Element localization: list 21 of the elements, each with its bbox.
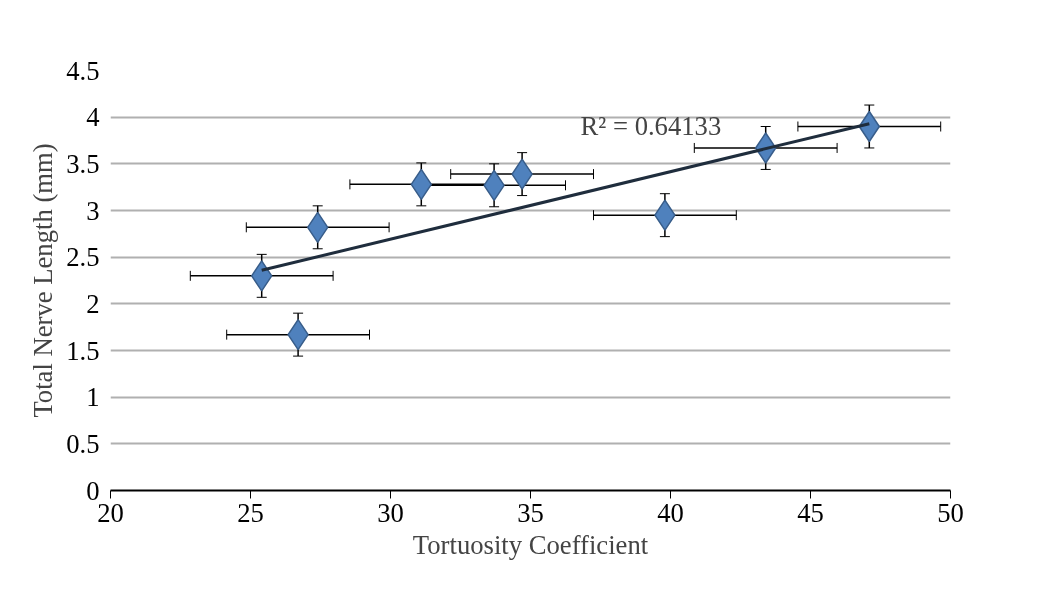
- y-tick-label: 2.5: [66, 242, 100, 273]
- y-tick-label: 2: [86, 288, 100, 319]
- x-tick-label: 45: [797, 497, 824, 528]
- y-tick-label: 1: [86, 382, 100, 413]
- y-tick-label: 0: [86, 475, 100, 506]
- y-tick-label: 3: [86, 195, 100, 226]
- y-axis-title: Total Nerve Length (mm): [28, 143, 59, 418]
- y-tick-label: 0.5: [66, 428, 100, 459]
- y-tick-label: 4: [86, 102, 100, 133]
- x-tick-label: 40: [657, 497, 684, 528]
- x-tick-label: 25: [237, 497, 264, 528]
- y-tick-label: 3.5: [66, 148, 100, 179]
- x-tick-label: 35: [517, 497, 544, 528]
- x-tick-label: 20: [97, 497, 124, 528]
- annotation: R² = 0.64133: [580, 110, 722, 141]
- x-axis-title: Tortuosity Coefficient: [412, 529, 649, 560]
- point: [250, 260, 273, 292]
- y-tick-label: 1.5: [66, 335, 100, 366]
- x-tick-label: 50: [937, 497, 964, 528]
- x-tick-label: 30: [377, 497, 404, 528]
- y-tick-label: 4.5: [66, 55, 100, 86]
